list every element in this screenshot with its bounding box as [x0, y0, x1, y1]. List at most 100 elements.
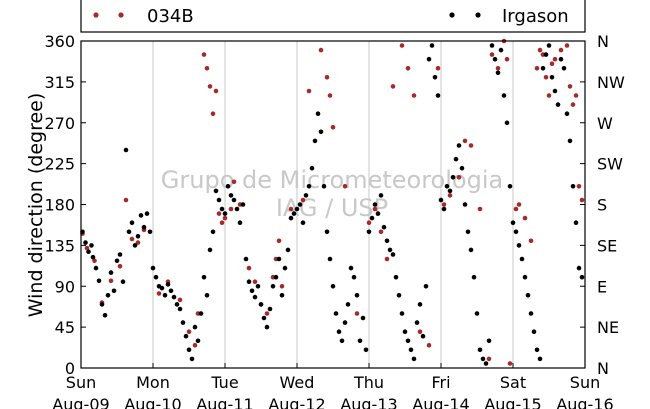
data-point-irgason [351, 274, 357, 280]
data-point-034b [318, 47, 324, 53]
data-point-irgason [90, 254, 96, 260]
data-point-irgason [240, 202, 246, 207]
data-point-irgason [540, 66, 546, 71]
y-tick-label: 315 [44, 73, 75, 92]
data-point-irgason [303, 193, 309, 198]
x-tick-day: Tue [210, 373, 238, 392]
data-point-irgason [147, 229, 153, 235]
x-tick-date: Aug-15 [484, 395, 541, 409]
data-point-034b [123, 197, 129, 203]
data-point-irgason [387, 247, 393, 253]
data-point-034b [411, 93, 417, 98]
data-point-irgason [252, 294, 258, 300]
data-point-irgason [93, 265, 99, 271]
data-point-irgason [504, 120, 510, 126]
data-point-034b [186, 329, 192, 335]
data-point-irgason [195, 338, 201, 344]
data-point-irgason [168, 288, 174, 294]
data-point-irgason [219, 206, 225, 212]
data-point-irgason [573, 220, 579, 225]
data-point-irgason [360, 315, 366, 321]
data-point-irgason [558, 56, 564, 62]
data-point-irgason [174, 302, 180, 307]
data-point-irgason [513, 229, 519, 235]
data-point-034b [216, 211, 222, 216]
data-point-irgason [189, 356, 195, 362]
data-point-034b [549, 61, 555, 66]
data-point-irgason [261, 315, 267, 321]
data-point-irgason [414, 320, 420, 325]
data-point-034b [522, 215, 528, 221]
data-point-irgason [444, 184, 450, 189]
data-point-034b [516, 202, 522, 207]
data-point-irgason [114, 258, 120, 264]
data-point-034b [177, 297, 183, 303]
y-tick-label: 90 [55, 277, 75, 296]
y-axis-title: Wind direction (degree) [25, 93, 47, 318]
data-point-irgason [312, 138, 318, 144]
data-point-034b [504, 56, 510, 62]
data-point-irgason [567, 138, 573, 144]
data-point-034b [513, 206, 519, 212]
compass-tick-label: S [597, 196, 607, 215]
data-point-irgason [180, 320, 186, 325]
data-point-irgason [564, 111, 570, 116]
data-point-irgason [423, 284, 429, 289]
scatter-points [80, 38, 585, 366]
data-point-034b [276, 238, 282, 244]
data-point-irgason [204, 293, 210, 298]
data-point-034b [537, 47, 543, 53]
data-point-irgason [525, 293, 531, 298]
x-tick-date: Aug-12 [268, 395, 325, 409]
y-tick-label: 135 [44, 236, 75, 255]
x-tick-day: Sun [570, 373, 600, 392]
data-point-irgason [111, 288, 117, 294]
data-point-irgason [213, 188, 219, 194]
x-tick-day: Wed [280, 373, 315, 392]
data-point-irgason [429, 43, 435, 48]
legend-label-irgason: Irgason [502, 6, 569, 27]
data-point-034b [108, 278, 114, 284]
data-point-irgason [291, 211, 297, 216]
data-point-irgason [501, 93, 507, 98]
data-point-034b [300, 197, 306, 203]
data-point-irgason [207, 247, 213, 253]
data-point-irgason [450, 175, 456, 180]
data-point-irgason [489, 43, 495, 48]
data-point-irgason [117, 252, 123, 257]
legend-marker-irgason [449, 12, 455, 18]
data-point-034b [405, 66, 411, 71]
data-point-irgason [210, 229, 216, 235]
data-point-034b [330, 125, 336, 130]
data-point-irgason [561, 66, 567, 71]
data-point-irgason [399, 311, 405, 316]
data-point-irgason [456, 143, 462, 148]
data-point-034b [543, 75, 549, 80]
data-point-irgason [135, 234, 141, 239]
data-point-034b [528, 238, 534, 244]
data-point-034b [495, 66, 501, 71]
data-point-irgason [294, 206, 300, 212]
data-point-irgason [492, 56, 498, 62]
data-point-034b [372, 206, 378, 212]
data-point-034b [507, 361, 513, 366]
data-point-034b [117, 264, 123, 269]
data-point-irgason [198, 311, 204, 316]
data-point-irgason [549, 75, 555, 80]
data-point-irgason [381, 224, 387, 230]
data-point-irgason [405, 338, 411, 344]
compass-tick-label: N [597, 359, 609, 378]
data-point-irgason [354, 293, 360, 298]
data-point-irgason [396, 293, 402, 298]
data-point-irgason [435, 93, 441, 98]
x-tick-day: Sun [66, 373, 96, 392]
compass-tick-label: W [597, 114, 613, 133]
data-point-irgason [255, 284, 261, 289]
legend-marker-irgason [475, 12, 481, 18]
data-point-irgason [462, 202, 468, 207]
data-point-034b [342, 184, 348, 189]
data-point-034b [252, 279, 258, 285]
data-point-irgason [153, 274, 159, 280]
data-point-irgason [123, 147, 129, 153]
compass-tick-label: NE [597, 318, 619, 337]
